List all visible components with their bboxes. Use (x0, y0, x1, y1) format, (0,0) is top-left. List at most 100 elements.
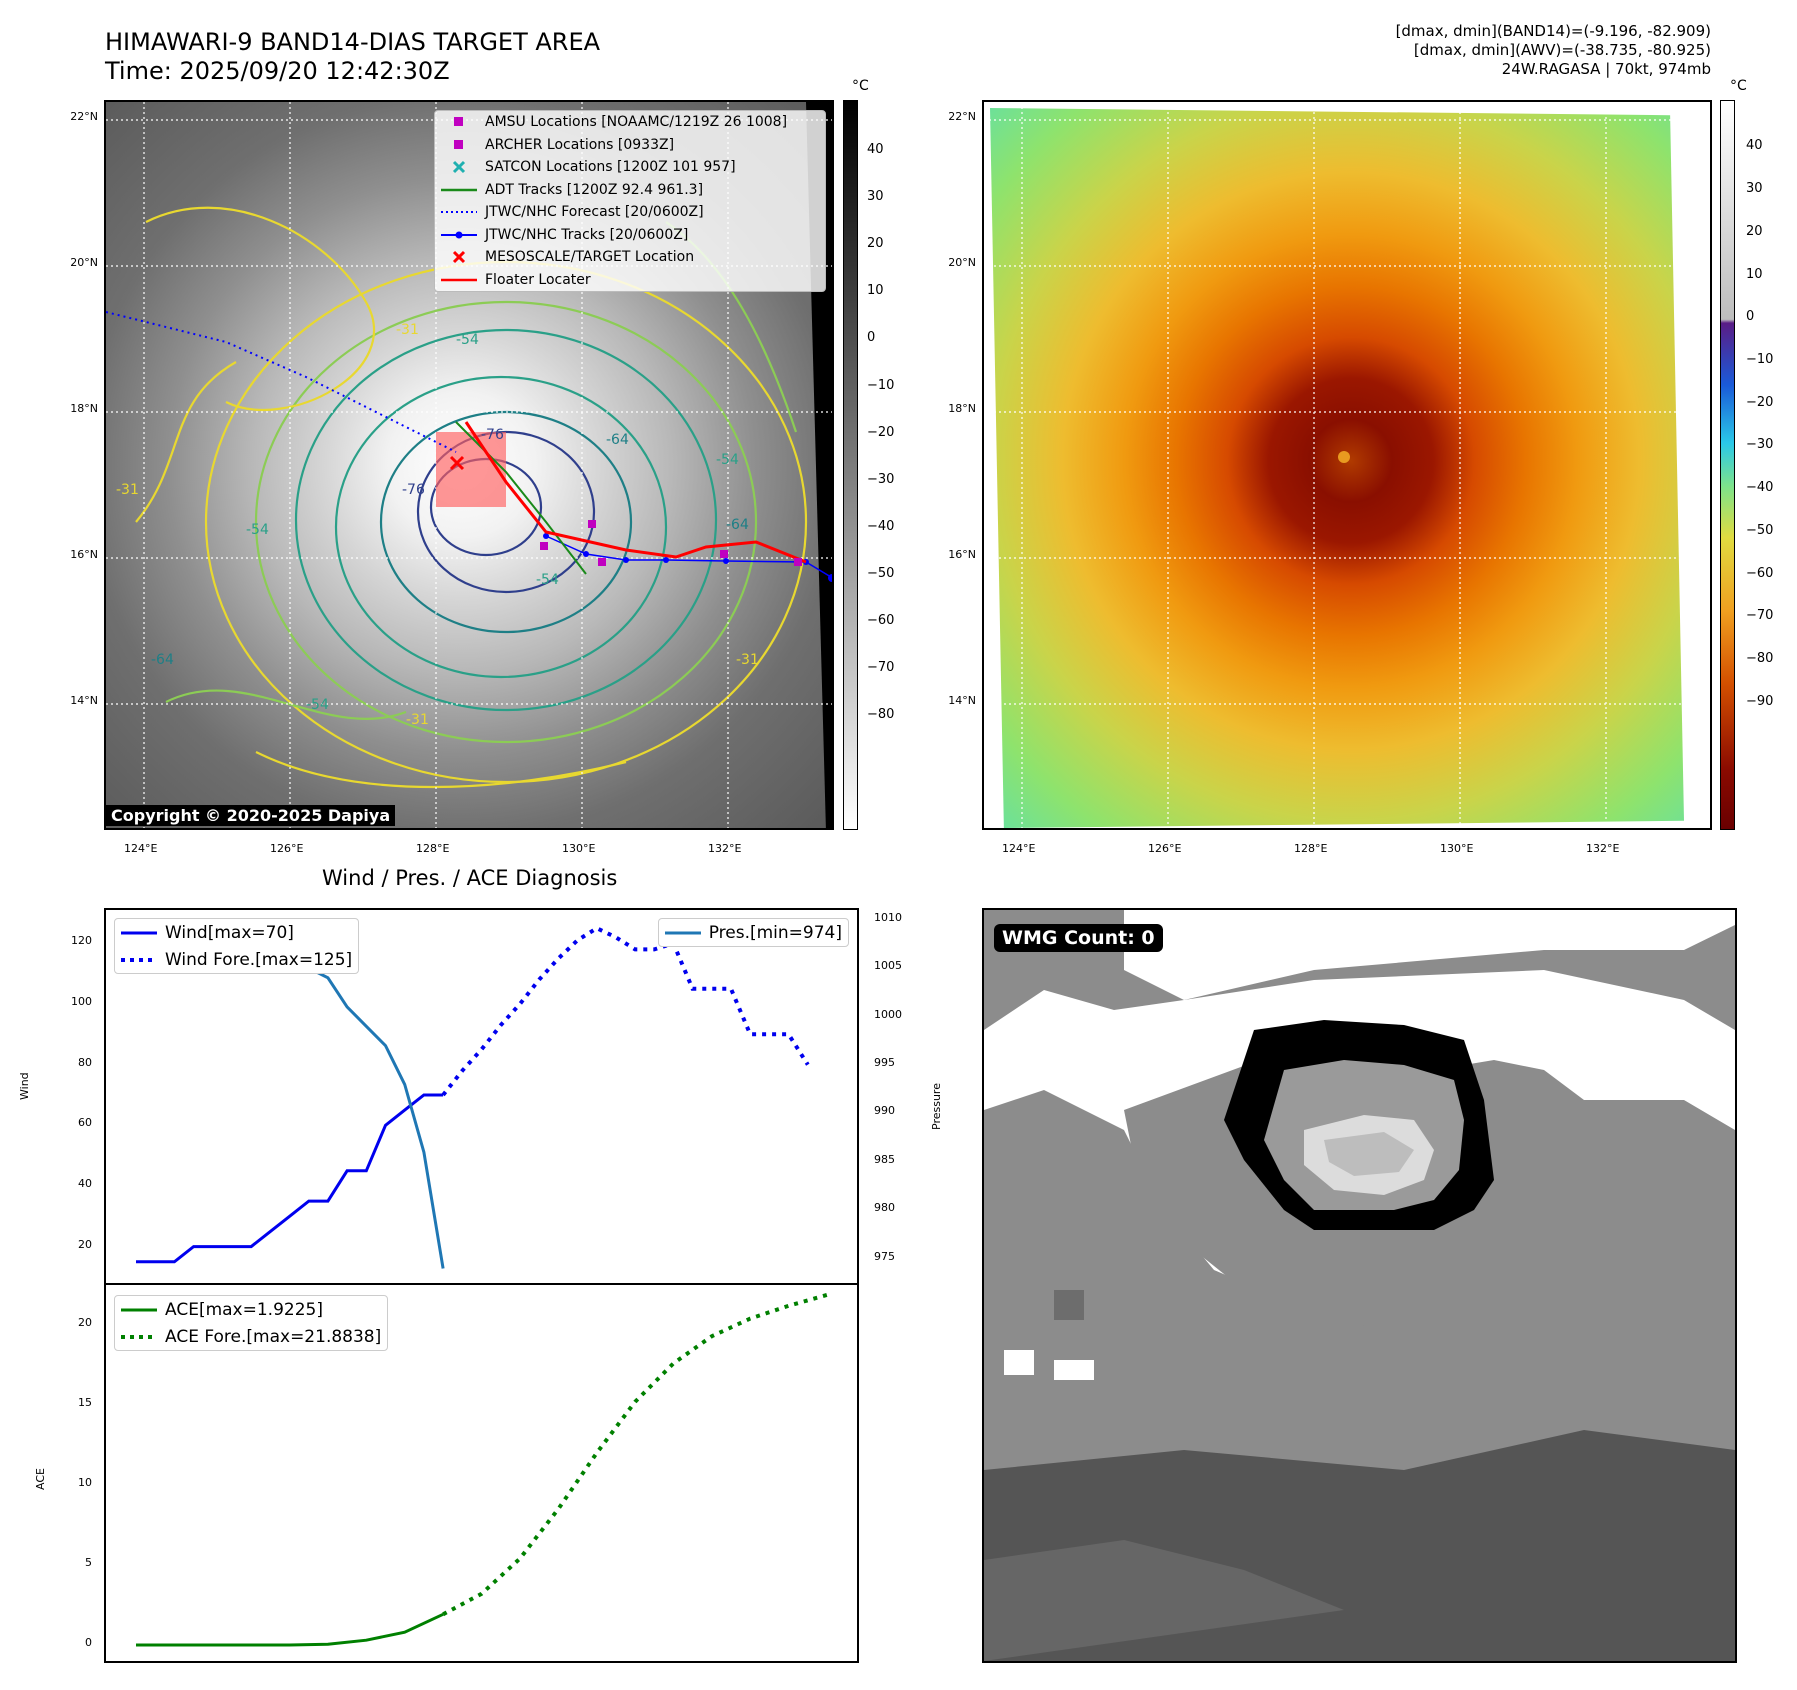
y-tick-label: 20 (78, 1237, 92, 1251)
y-tick-label: 100 (71, 995, 92, 1008)
legend-marker-icon (441, 231, 477, 239)
map-legend-item: ARCHER Locations [0933Z] (435, 134, 825, 157)
map2-lon-axis: 124°E 126°E 128°E 130°E 132°E (982, 842, 1712, 862)
legend-label: Wind[max=70] (165, 922, 294, 943)
color-colorbar-unit: °C (1730, 78, 1747, 94)
contour-label: -54 (246, 522, 269, 538)
colorbar-tick: −80 (1746, 650, 1774, 666)
contour-label: -76 (402, 482, 425, 498)
y2-tick-label: 985 (874, 1152, 895, 1166)
lat-tick: 14°N (948, 694, 976, 707)
map-legend-item: JTWC/NHC Tracks [20/0600Z] (435, 224, 825, 247)
contour-label: -54 (306, 697, 329, 713)
lat-tick: 16°N (70, 548, 98, 561)
contour-label: -54 (716, 452, 739, 468)
colorbar-tick: −10 (1746, 351, 1774, 367)
pressure-axis-label: Pressure (930, 1083, 943, 1130)
lat-tick: 14°N (70, 694, 98, 707)
series-line-0 (136, 1093, 444, 1264)
lat-tick: 22°N (70, 110, 98, 123)
wmg-imagery (984, 910, 1735, 1661)
colorbar-tick: −30 (1746, 437, 1774, 453)
legend-marker-icon (441, 251, 477, 264)
legend-label: ARCHER Locations [0933Z] (485, 136, 675, 153)
lat-tick: 18°N (948, 402, 976, 415)
colorbar-tick: −70 (867, 660, 895, 676)
y-tick-label: 80 (78, 1055, 92, 1069)
legend-marker-icon (441, 209, 477, 215)
lon-tick: 126°E (1148, 842, 1182, 855)
colorbar-tick: −60 (1746, 565, 1774, 581)
wind-axis-label: Wind (18, 1072, 31, 1100)
info-band14: [dmax, dmin](BAND14)=(-9.196, -82.909) (1395, 22, 1711, 40)
awv-map (982, 100, 1712, 830)
colorbar-tick: 40 (867, 142, 884, 158)
colorbar-tick: −60 (867, 612, 895, 628)
colorbar-tick: −10 (867, 377, 895, 393)
colorbar-tick: 0 (867, 330, 876, 346)
map1-lat-axis: 22°N 20°N 18°N 16°N 14°N (58, 110, 102, 830)
ace-chart: ACE[max=1.9225] ACE Fore.[max=21.8838] (104, 1283, 859, 1663)
legend-label: Pres.[min=974] (708, 922, 842, 943)
y2-tick-label: 1000 (874, 1007, 902, 1021)
legend-label: ACE Fore.[max=21.8838] (165, 1326, 382, 1347)
ace-y-ticks: 20 15 10 5 0 (40, 1283, 100, 1663)
colorbar-tick: 0 (1746, 309, 1755, 325)
info-awv: [dmax, dmin](AWV)=(-38.735, -80.925) (1413, 41, 1711, 59)
contour-label: -31 (406, 712, 429, 728)
colorbar-tick: 10 (1746, 266, 1763, 282)
lon-tick: 132°E (708, 842, 742, 855)
colorbar-tick: −90 (1746, 693, 1774, 709)
contour-label: -31 (396, 322, 419, 338)
legend-label: ACE[max=1.9225] (165, 1299, 323, 1320)
legend-marker-icon (441, 161, 477, 174)
lon-tick: 130°E (562, 842, 596, 855)
wind-pressure-chart: Wind[max=70] Wind Fore.[max=125] Pres.[m… (104, 908, 859, 1285)
colorbar-tick: −40 (1746, 480, 1774, 496)
map-legend-item: Floater Locater (435, 269, 825, 292)
wmg-count-label: WMG Count: 0 (994, 924, 1163, 952)
gray-colorbar-unit: °C (852, 78, 869, 94)
band14-map: -31 -54 -76 -64 -54 -31 -54 -64 -76 -54 … (104, 100, 834, 830)
diag-chart-title: Wind / Pres. / ACE Diagnosis (322, 866, 618, 890)
y-tick-label: 15 (78, 1396, 92, 1409)
pressure-legend: Pres.[min=974] (657, 918, 849, 947)
map-legend-item: AMSU Locations [NOAAMC/1219Z 26 1008] (435, 111, 825, 134)
wind-legend: Wind[max=70] Wind Fore.[max=125] (114, 918, 360, 974)
colorbar-tick: −30 (867, 471, 895, 487)
y-tick-label: 40 (78, 1176, 92, 1190)
y-tick-label: 5 (85, 1556, 92, 1569)
lat-tick: 16°N (948, 548, 976, 561)
lon-tick: 132°E (1586, 842, 1620, 855)
series-line-1 (442, 1292, 828, 1617)
contour-label: -31 (116, 482, 139, 498)
legend-label: SATCON Locations [1200Z 101 957] (485, 159, 736, 176)
y-tick-label: 120 (71, 934, 92, 948)
y-tick-label: 10 (78, 1476, 92, 1489)
series-line-1 (441, 925, 810, 1097)
lon-tick: 124°E (124, 842, 158, 855)
colorbar-tick: −70 (1746, 608, 1774, 624)
lon-tick: 126°E (270, 842, 304, 855)
contour-label: -31 (736, 652, 759, 668)
color-colorbar (1720, 100, 1735, 830)
map-legend: AMSU Locations [NOAAMC/1219Z 26 1008] ARC… (434, 110, 826, 292)
y2-tick-label: 980 (874, 1201, 895, 1215)
legend-label: MESOSCALE/TARGET Location (485, 249, 695, 266)
lat-tick: 18°N (70, 402, 98, 415)
legend-ace-forecast: ACE Fore.[max=21.8838] (115, 1323, 387, 1350)
y2-tick-label: 975 (874, 1249, 895, 1263)
colorbar-tick: 10 (867, 283, 884, 299)
contour-label: -64 (726, 517, 749, 533)
colorbar-tick: 20 (1746, 223, 1763, 239)
contour-label: -54 (456, 332, 479, 348)
lon-tick: 130°E (1440, 842, 1474, 855)
y2-tick-label: 995 (874, 1056, 895, 1069)
lat-tick: 20°N (70, 256, 98, 269)
legend-wind-forecast: Wind Fore.[max=125] (115, 946, 358, 973)
legend-label: AMSU Locations [NOAAMC/1219Z 26 1008] (485, 114, 788, 131)
legend-wind: Wind[max=70] (115, 919, 358, 946)
y2-tick-label: 1010 (874, 910, 902, 924)
colorbar-tick: 40 (1746, 138, 1763, 154)
contour-label: -76 (481, 427, 504, 443)
